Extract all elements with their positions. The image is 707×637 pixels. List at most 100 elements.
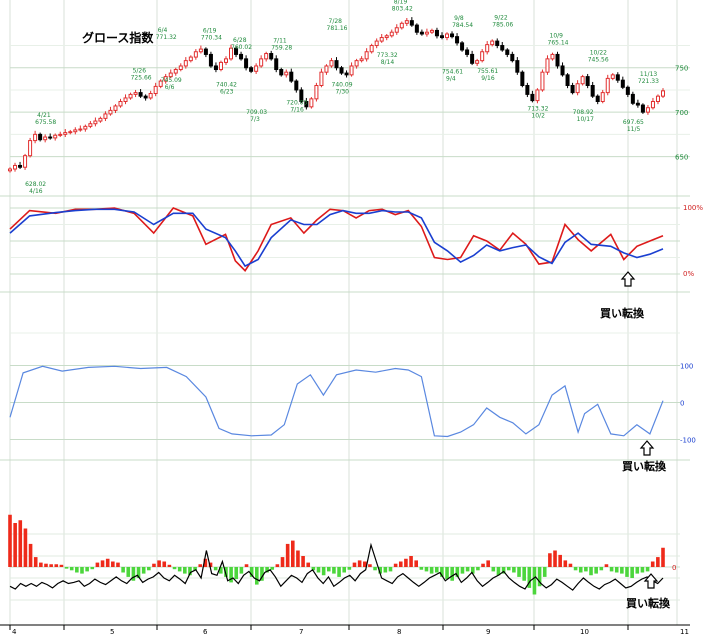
vol-bar [568, 563, 573, 567]
price-candle [409, 20, 414, 26]
price-candle [143, 95, 148, 99]
annotation-label-3: 買い転換 [626, 596, 671, 610]
vol-bar [491, 567, 496, 572]
vol-bar [368, 564, 372, 567]
price-candle [63, 132, 68, 135]
vol-bar [265, 567, 269, 573]
price-candle [73, 129, 78, 133]
vol-bar [290, 540, 295, 567]
osc-series-line [9, 365, 664, 438]
vol-bar [630, 567, 634, 578]
vol-bar [306, 562, 311, 567]
low-point-date: 7/3 [250, 116, 260, 123]
low-point-date: 9/4 [446, 76, 456, 83]
vol-bar [326, 567, 331, 572]
high-point-value: 803.42 [392, 5, 413, 12]
vol-bar [100, 560, 105, 567]
vol-bar [59, 564, 64, 567]
price-candle [655, 95, 660, 102]
vol-bar [13, 523, 17, 567]
vol-bar [445, 567, 449, 580]
vol-bar [599, 567, 604, 571]
vol-bar [506, 567, 511, 571]
price-candle [570, 85, 575, 94]
price-candle [284, 71, 289, 76]
price-candle [349, 65, 354, 76]
high-point-value: 770.34 [201, 35, 222, 42]
price-candle [163, 76, 168, 82]
price-candle [108, 109, 113, 115]
vol-bar [49, 564, 53, 567]
vol-bar [167, 564, 172, 567]
price-y-tick-label: 650 [675, 154, 688, 162]
low-point-value: 773.32 [377, 52, 398, 59]
price-candle [168, 72, 173, 78]
price-candle [369, 45, 374, 53]
price-candle [133, 92, 138, 95]
price-candle [43, 136, 48, 141]
vol-bar [116, 562, 120, 567]
stoch-series-line [9, 207, 664, 272]
vol-bar [260, 567, 264, 581]
vol-bar [440, 567, 444, 577]
stoch-series-line [9, 208, 664, 268]
x-tick-label: 4 [12, 628, 17, 636]
low-point-date: 7/30 [336, 89, 350, 96]
price-candle [620, 79, 625, 88]
vol-bar [332, 567, 336, 574]
vol-bar [450, 567, 454, 581]
price-candle [490, 40, 495, 46]
up-arrow-icon [639, 440, 655, 456]
vol-bar [609, 567, 614, 572]
vol-bar [90, 567, 95, 570]
price-candle [505, 49, 510, 55]
vol-bar [393, 563, 398, 567]
price-candle [645, 107, 650, 113]
price-candle [419, 31, 424, 35]
vol-bar [429, 567, 434, 574]
vol-bar [650, 561, 655, 567]
price-candle [183, 60, 188, 67]
price-candle [138, 92, 143, 97]
price-candle [234, 47, 239, 55]
vol-bar [640, 567, 645, 573]
vol-bar [527, 567, 532, 588]
x-tick-label: 8 [397, 628, 401, 636]
vol-bar [39, 562, 43, 567]
high-point-date: 6/19 [203, 28, 217, 35]
price-candle [13, 164, 18, 170]
price-candle [379, 37, 384, 42]
vol-bar [270, 567, 275, 570]
vol-bar [409, 556, 413, 567]
price-candle [429, 29, 434, 33]
vol-bar [635, 567, 640, 574]
price-candle [244, 58, 249, 69]
vol-bar [203, 558, 208, 567]
low-point-date: 8/14 [381, 59, 395, 66]
high-point-date: 6/4 [158, 27, 168, 34]
price-candle [113, 105, 118, 111]
price-candle [480, 51, 485, 62]
price-candle [148, 93, 153, 99]
price-candle [545, 58, 550, 73]
price-candle [535, 89, 540, 102]
vol-bar [311, 567, 316, 571]
vol-bar [147, 567, 151, 571]
low-point-date: 6/23 [220, 88, 234, 95]
vol-bar [548, 553, 552, 567]
osc-y-tick-label: 0 [680, 400, 684, 408]
price-candle [33, 133, 38, 142]
price-y-tick-label: 750 [675, 65, 688, 73]
low-point-date: 10/17 [577, 116, 594, 123]
vol-ratio-line [9, 542, 664, 591]
vol-bar [357, 560, 362, 567]
vol-bar [249, 567, 254, 577]
vol-bar [111, 561, 115, 567]
low-point-value: 708.92 [573, 109, 594, 116]
vol-bar [501, 567, 506, 574]
annotation-label-2: 買い転換 [622, 459, 667, 473]
vol-bar [573, 567, 578, 571]
vol-bar [558, 554, 562, 567]
osc-y-tick-label: 100 [680, 363, 693, 371]
price-candle [344, 72, 349, 76]
